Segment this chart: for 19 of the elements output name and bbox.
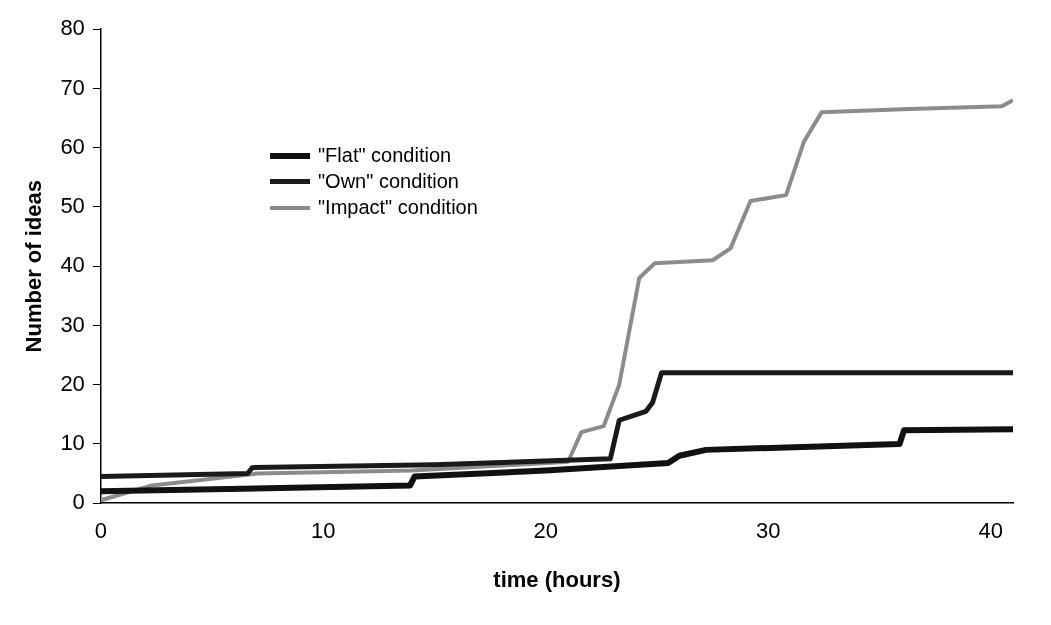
y-tick-label: 70 xyxy=(60,74,85,100)
y-tick-label: 50 xyxy=(60,193,85,219)
legend-label: "Own" condition xyxy=(318,170,459,193)
x-axis-title: time (hours) xyxy=(493,566,621,592)
y-tick-label: 80 xyxy=(60,15,85,41)
x-tick-label: 20 xyxy=(533,518,559,544)
y-axis-title: Number of ideas xyxy=(21,180,47,353)
x-tick-label: 10 xyxy=(311,518,336,544)
y-tick-label: 0 xyxy=(72,489,85,515)
y-tick-label: 10 xyxy=(60,430,85,456)
y-tick-label: 20 xyxy=(60,370,85,396)
x-tick-label: 0 xyxy=(94,518,107,544)
legend-label: "Flat" condition xyxy=(318,144,452,167)
y-tick-label: 60 xyxy=(60,133,85,159)
x-tick-label: 40 xyxy=(978,518,1003,544)
y-tick-label: 40 xyxy=(60,252,85,278)
x-tick-label: 30 xyxy=(756,518,781,544)
legend-label: "Impact" condition xyxy=(318,196,478,219)
y-tick-label: 30 xyxy=(60,311,85,337)
